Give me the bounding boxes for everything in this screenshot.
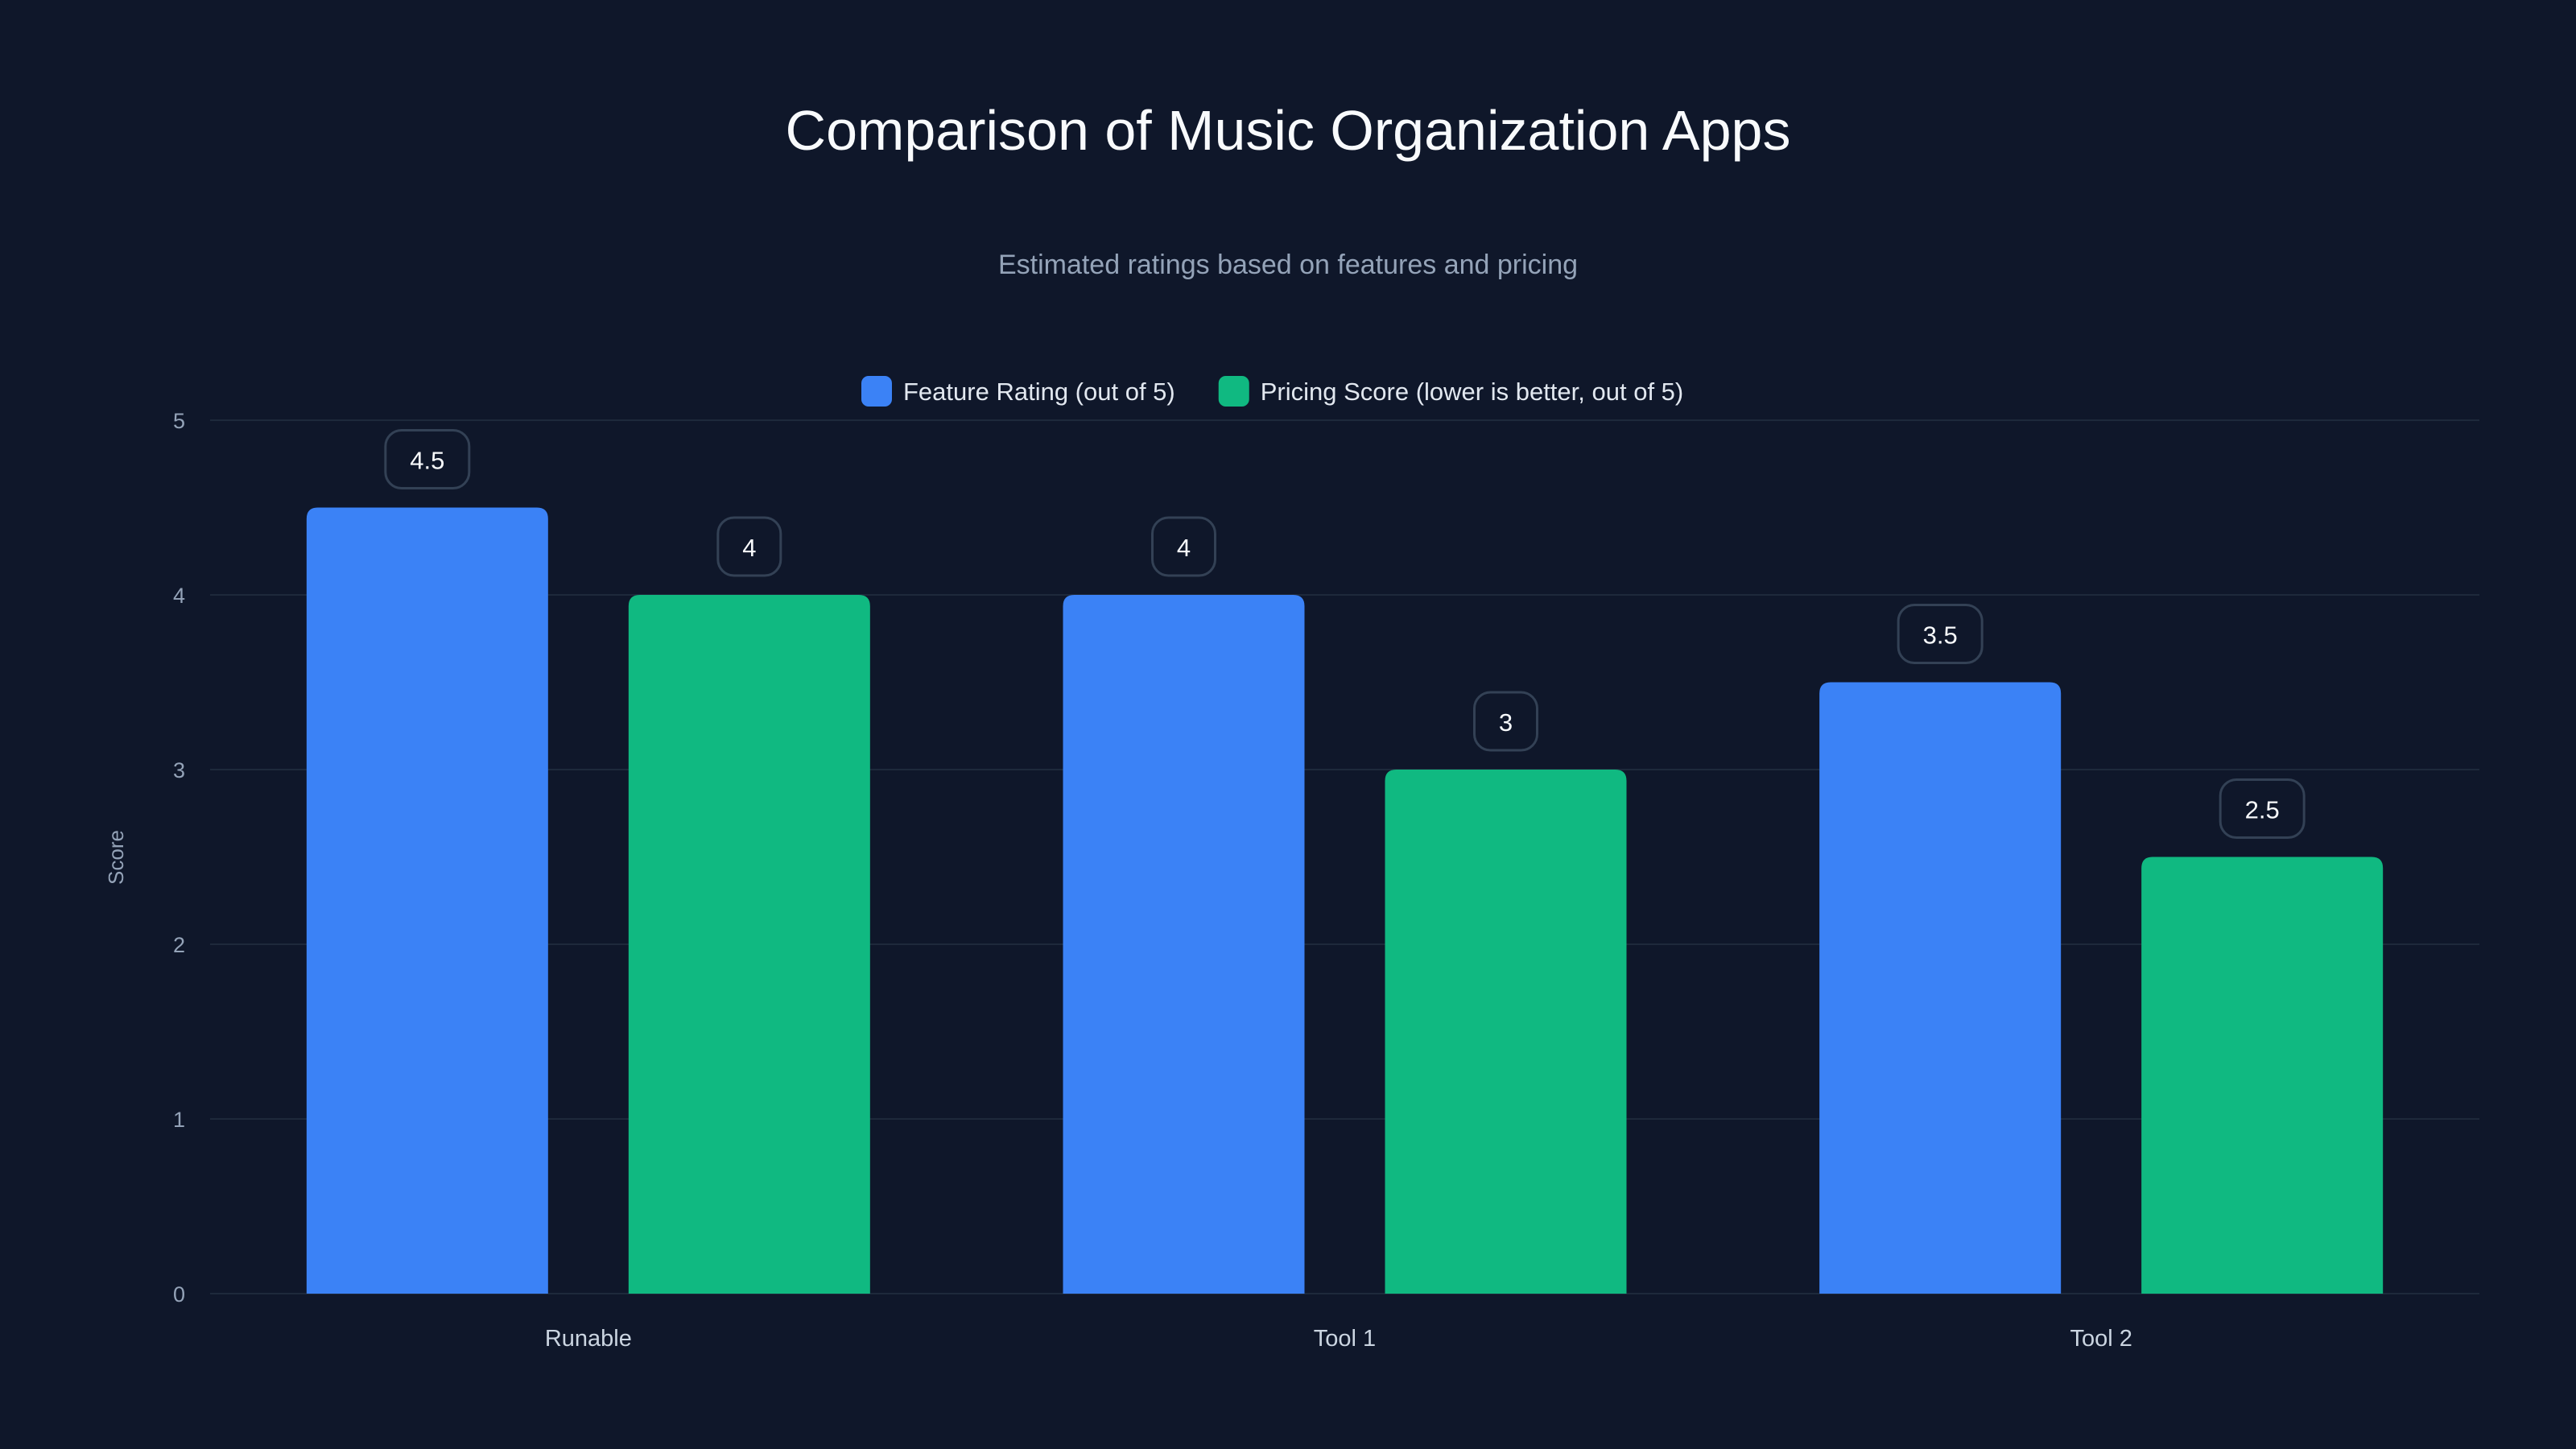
- data-label: 2.5: [2245, 796, 2280, 824]
- bar: [1063, 595, 1305, 1294]
- y-tick-label: 3: [173, 758, 185, 782]
- data-label: 3: [1499, 708, 1513, 737]
- x-tick-label: Tool 2: [2070, 1326, 2132, 1352]
- y-tick-label: 1: [173, 1108, 185, 1132]
- data-label: 3.5: [1923, 621, 1958, 650]
- legend-item: Feature Rating (out of 5): [861, 376, 1175, 407]
- data-label-box: [1897, 604, 1984, 664]
- bar: [306, 507, 548, 1294]
- data-label-box: [2219, 778, 2306, 839]
- data-label-box: [716, 516, 782, 577]
- data-label: 4: [1177, 534, 1191, 562]
- y-tick-label: 2: [173, 933, 185, 957]
- data-label: 4: [742, 534, 756, 562]
- chart-subtitle: Estimated ratings based on features and …: [998, 250, 1578, 280]
- data-label-box: [384, 429, 471, 489]
- legend-swatch: [861, 376, 892, 407]
- bar: [1819, 682, 2062, 1294]
- y-tick-label: 4: [173, 584, 185, 608]
- y-tick-label: 0: [173, 1282, 185, 1307]
- chart-title: Comparison of Music Organization Apps: [786, 99, 1791, 162]
- data-label-box: [1473, 691, 1538, 752]
- legend-swatch: [1218, 376, 1249, 407]
- bar: [2141, 857, 2384, 1294]
- y-tick-label: 5: [173, 409, 185, 433]
- bar: [1385, 770, 1627, 1294]
- legend-item: Pricing Score (lower is better, out of 5…: [1218, 376, 1684, 407]
- legend-label: Pricing Score (lower is better, out of 5…: [1261, 378, 1684, 406]
- y-axis-label: Score: [104, 830, 128, 885]
- x-tick-label: Runable: [545, 1326, 632, 1352]
- data-label: 4.5: [410, 447, 444, 475]
- data-label-box: [1151, 516, 1216, 577]
- x-tick-label: Tool 1: [1314, 1326, 1376, 1352]
- legend-label: Feature Rating (out of 5): [903, 378, 1175, 406]
- bar: [628, 595, 870, 1294]
